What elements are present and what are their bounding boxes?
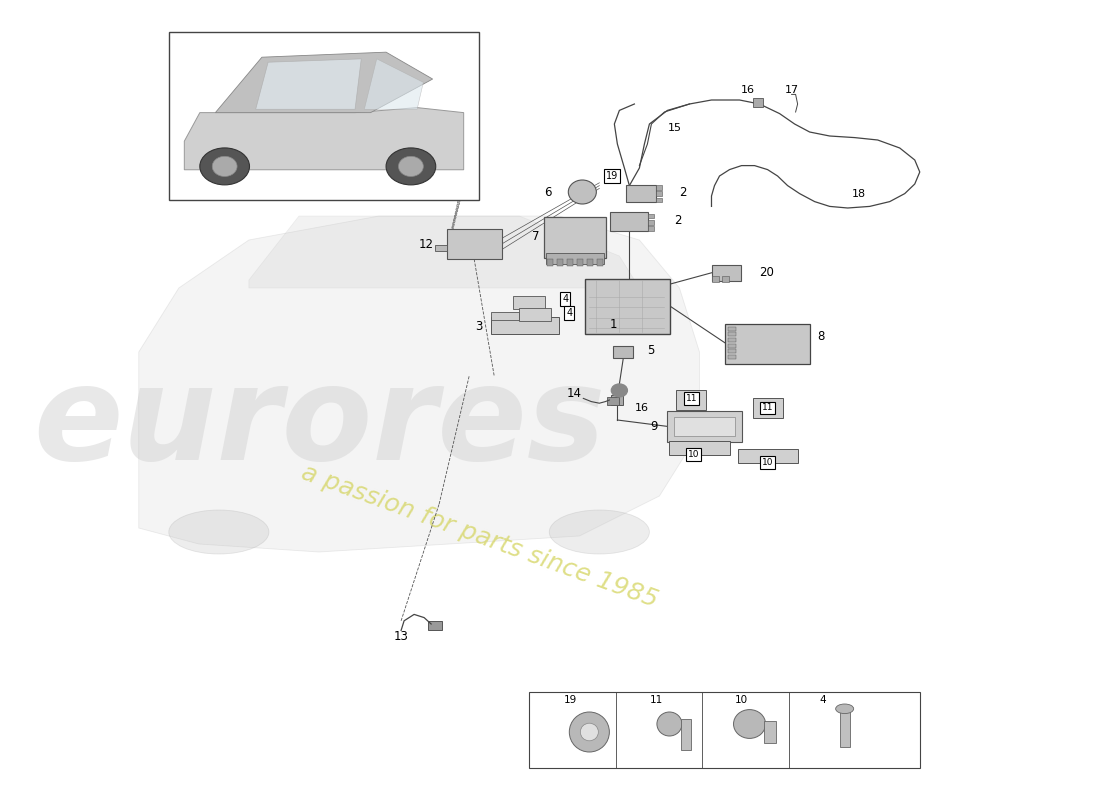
Text: 10: 10 bbox=[688, 450, 700, 459]
Ellipse shape bbox=[657, 712, 682, 736]
Bar bbox=[612, 395, 624, 405]
Text: 16: 16 bbox=[635, 403, 648, 413]
Bar bbox=[674, 417, 735, 436]
Bar bbox=[676, 390, 706, 410]
Polygon shape bbox=[139, 216, 700, 552]
Bar bbox=[727, 338, 736, 342]
Bar bbox=[597, 259, 604, 266]
Text: 11: 11 bbox=[649, 695, 662, 705]
Bar bbox=[725, 324, 810, 364]
Polygon shape bbox=[249, 216, 639, 288]
Bar bbox=[447, 229, 502, 259]
Ellipse shape bbox=[200, 148, 250, 185]
Ellipse shape bbox=[569, 180, 596, 204]
Bar bbox=[614, 346, 634, 358]
Ellipse shape bbox=[570, 712, 609, 752]
Bar bbox=[578, 259, 583, 266]
Text: 12: 12 bbox=[419, 238, 435, 250]
Text: 11: 11 bbox=[685, 394, 697, 403]
Text: 14: 14 bbox=[566, 387, 581, 400]
Bar bbox=[168, 32, 480, 200]
Bar bbox=[763, 721, 776, 743]
Bar bbox=[568, 259, 573, 266]
Bar bbox=[648, 214, 654, 218]
Ellipse shape bbox=[398, 156, 424, 177]
Text: 19: 19 bbox=[564, 695, 578, 705]
Bar bbox=[712, 276, 719, 282]
Text: 1: 1 bbox=[609, 318, 617, 330]
Text: 7: 7 bbox=[531, 230, 539, 242]
Bar bbox=[752, 98, 762, 107]
Text: 9: 9 bbox=[650, 420, 658, 433]
Text: 15: 15 bbox=[668, 123, 682, 133]
Text: 18: 18 bbox=[851, 189, 866, 198]
Text: 16: 16 bbox=[740, 86, 755, 95]
Polygon shape bbox=[364, 59, 424, 110]
Ellipse shape bbox=[386, 148, 436, 185]
Bar bbox=[434, 245, 447, 251]
Polygon shape bbox=[185, 107, 464, 170]
Bar bbox=[514, 296, 546, 309]
Circle shape bbox=[612, 384, 627, 397]
Bar bbox=[727, 343, 736, 347]
Ellipse shape bbox=[549, 510, 649, 554]
Bar bbox=[610, 212, 648, 231]
Text: 4: 4 bbox=[566, 308, 572, 318]
Text: 2: 2 bbox=[674, 214, 682, 227]
Bar bbox=[492, 317, 559, 334]
Bar bbox=[585, 279, 670, 334]
Bar bbox=[529, 692, 920, 768]
Bar bbox=[626, 185, 657, 202]
Ellipse shape bbox=[734, 710, 766, 738]
Bar bbox=[727, 349, 736, 353]
Text: 11: 11 bbox=[762, 403, 773, 413]
Bar bbox=[657, 191, 662, 196]
Text: 13: 13 bbox=[394, 630, 408, 642]
Bar bbox=[657, 198, 662, 202]
Bar bbox=[682, 719, 692, 750]
Text: 6: 6 bbox=[543, 186, 551, 198]
Bar bbox=[670, 441, 729, 455]
Text: 10: 10 bbox=[762, 458, 773, 467]
Ellipse shape bbox=[168, 510, 268, 554]
Bar bbox=[737, 449, 797, 463]
Polygon shape bbox=[255, 59, 361, 110]
Bar bbox=[492, 312, 519, 320]
Bar bbox=[558, 259, 563, 266]
Bar bbox=[519, 308, 551, 321]
Bar bbox=[657, 185, 662, 190]
Text: 2: 2 bbox=[680, 186, 688, 198]
Bar bbox=[727, 326, 736, 330]
Bar bbox=[752, 398, 782, 418]
Text: 19: 19 bbox=[606, 171, 618, 181]
Bar bbox=[544, 217, 606, 258]
Bar bbox=[839, 709, 849, 747]
Bar bbox=[547, 253, 604, 264]
Text: 8: 8 bbox=[817, 330, 825, 342]
Bar bbox=[548, 259, 553, 266]
Ellipse shape bbox=[581, 723, 598, 741]
Bar bbox=[607, 397, 619, 405]
Bar bbox=[648, 226, 654, 231]
Text: 5: 5 bbox=[648, 344, 654, 357]
Text: eurores: eurores bbox=[33, 361, 605, 487]
Text: 4: 4 bbox=[562, 294, 569, 304]
Bar bbox=[667, 411, 743, 442]
Bar bbox=[587, 259, 593, 266]
Ellipse shape bbox=[836, 704, 854, 714]
Bar bbox=[727, 332, 736, 336]
Bar bbox=[648, 220, 654, 225]
Bar bbox=[722, 276, 729, 282]
Ellipse shape bbox=[212, 156, 238, 177]
Text: 4: 4 bbox=[820, 695, 826, 705]
Bar bbox=[713, 265, 740, 281]
Text: 20: 20 bbox=[760, 266, 774, 278]
Text: 3: 3 bbox=[475, 320, 482, 333]
Polygon shape bbox=[216, 52, 432, 113]
Text: a passion for parts since 1985: a passion for parts since 1985 bbox=[298, 460, 661, 612]
Bar bbox=[428, 621, 442, 630]
Text: 17: 17 bbox=[784, 85, 799, 94]
Bar bbox=[727, 354, 736, 358]
Text: 10: 10 bbox=[735, 695, 748, 705]
